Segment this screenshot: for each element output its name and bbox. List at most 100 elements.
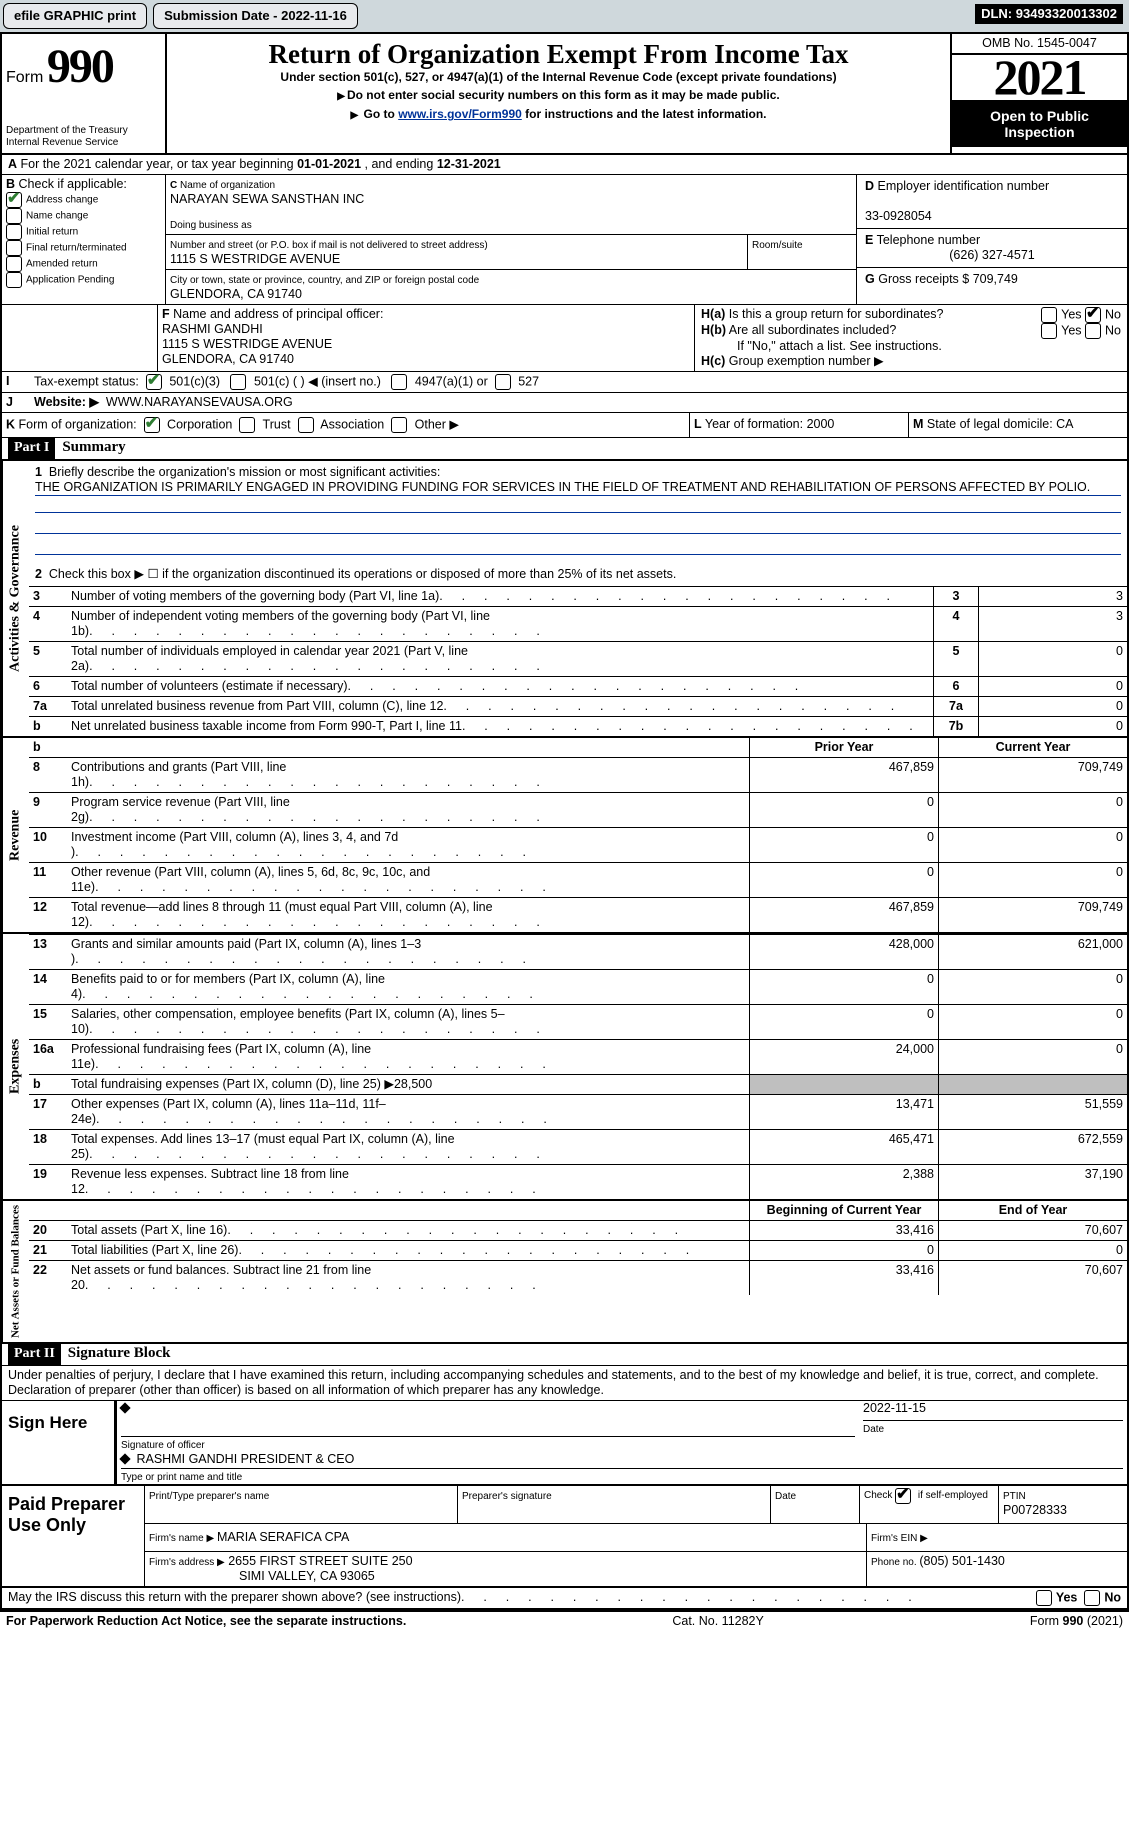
- part2-header: Part II Signature Block: [2, 1344, 1127, 1366]
- domicile-label: State of legal domicile:: [927, 417, 1056, 431]
- gov-lines-table: 3 Number of voting members of the govern…: [29, 586, 1127, 736]
- prep-name-label: Print/Type preparer's name: [149, 1491, 269, 1502]
- efile-top-bar: efile GRAPHIC print Submission Date - 20…: [0, 0, 1129, 34]
- part2-tag: Part II: [8, 1344, 61, 1365]
- officer-name: RASHMI GANDHI: [162, 322, 263, 336]
- website-row: J Website: ▶ WWW.NARAYANSEVAUSA.ORG: [2, 393, 1127, 413]
- hb-no-check[interactable]: [1085, 323, 1101, 339]
- city-label: City or town, state or province, country…: [170, 275, 479, 286]
- boxb-check[interactable]: [6, 208, 22, 224]
- irs-link[interactable]: www.irs.gov/Form990: [398, 107, 522, 121]
- boxb-check[interactable]: [6, 192, 22, 208]
- boxb-items: Address changeName changeInitial returnF…: [6, 192, 161, 288]
- corp-check[interactable]: [144, 417, 160, 433]
- self-employed-check[interactable]: Check if self-employed: [864, 1490, 988, 1501]
- period-mid: , and ending: [365, 157, 437, 171]
- exp-lines-table: 13 Grants and similar amounts paid (Part…: [29, 934, 1127, 1199]
- mission-text: THE ORGANIZATION IS PRIMARILY ENGAGED IN…: [35, 480, 1121, 496]
- efile-print-button[interactable]: efile GRAPHIC print: [3, 3, 147, 29]
- entity-block: B Check if applicable: Address changeNam…: [2, 175, 1127, 305]
- phone-label: Telephone number: [877, 233, 981, 247]
- gross-value: 709,749: [973, 272, 1018, 286]
- mission-label: Briefly describe the organization's miss…: [49, 465, 440, 479]
- 4947-check[interactable]: [391, 374, 407, 390]
- firm-name-label: Firm's name ▶: [149, 1533, 217, 1544]
- assoc-check[interactable]: [298, 417, 314, 433]
- city: GLENDORA, CA 91740: [170, 287, 302, 301]
- form-foot: Form 990 (2021): [1030, 1614, 1123, 1629]
- discuss-no-check[interactable]: [1084, 1590, 1100, 1606]
- paid-label: Paid Preparer Use Only: [8, 1494, 125, 1536]
- hc-label: Group exemption number ▶: [729, 354, 884, 368]
- line2-text: Check this box ▶ ☐ if the organization d…: [49, 567, 676, 581]
- sig-officer-label: Signature of officer: [121, 1440, 205, 1451]
- net-header: Beginning of Current Year End of Year: [29, 1201, 1127, 1220]
- form-number: 990: [47, 40, 113, 93]
- vtab-expenses: Expenses: [2, 934, 29, 1199]
- footer-row: For Paperwork Reduction Act Notice, see …: [0, 1612, 1129, 1631]
- dln-value: 93493320013302: [1016, 6, 1117, 21]
- boxb-check[interactable]: [6, 224, 22, 240]
- ha-label: Is this a group return for subordinates?: [729, 307, 944, 321]
- dln-label: DLN:: [981, 6, 1016, 21]
- hb-yes-check[interactable]: [1041, 323, 1057, 339]
- dba-label: Doing business as: [170, 220, 252, 231]
- trust-check[interactable]: [239, 417, 255, 433]
- submission-date-pill: Submission Date - 2022-11-16: [153, 3, 358, 29]
- firm-addr-label: Firm's address ▶: [149, 1557, 225, 1568]
- website-label: Website: ▶: [34, 395, 99, 409]
- domicile: CA: [1056, 417, 1073, 431]
- firm-addr: 2655 FIRST STREET SUITE 250: [228, 1554, 412, 1568]
- prep-date-label: Date: [775, 1491, 796, 1502]
- 501c3-check[interactable]: [146, 374, 162, 390]
- firm-phone-label: Phone no.: [871, 1557, 919, 1568]
- gross-label: Gross receipts $: [878, 272, 972, 286]
- prior-year-label: Prior Year: [815, 740, 874, 754]
- form-word: Form: [6, 69, 43, 86]
- discuss-row: May the IRS discuss this return with the…: [2, 1588, 1127, 1610]
- hb-note: If "No," attach a list. See instructions…: [701, 339, 1121, 354]
- form-title: Return of Organization Exempt From Incom…: [175, 38, 942, 70]
- ha-no-check[interactable]: [1085, 307, 1101, 323]
- hb-label: Are all subordinates included?: [729, 323, 896, 337]
- website-value: WWW.NARAYANSEVAUSA.ORG: [106, 395, 293, 409]
- discuss-yes-check[interactable]: [1036, 1590, 1052, 1606]
- part2-title: Signature Block: [68, 1345, 171, 1361]
- dept-treasury: Department of the Treasury Internal Reve…: [6, 125, 161, 149]
- sign-here-label: Sign Here: [8, 1413, 87, 1432]
- ptin: P00728333: [1003, 1503, 1067, 1517]
- part1-header: Part I Summary: [2, 438, 1127, 461]
- sign-here-block: Sign Here Signature of officer 2022-11-1…: [2, 1401, 1127, 1486]
- tax-status-label: Tax-exempt status:: [34, 374, 139, 388]
- officer-label: Name and address of principal officer:: [173, 307, 383, 321]
- part1-tag: Part I: [8, 438, 55, 459]
- org-form-row: K Form of organization: Corporation Trus…: [2, 413, 1127, 438]
- sig-date: 2022-11-15: [863, 1401, 926, 1415]
- year-formation-label: Year of formation:: [705, 417, 807, 431]
- ha-yes-check[interactable]: [1041, 307, 1057, 323]
- rev-lines-table: 8 Contributions and grants (Part VIII, l…: [29, 757, 1127, 932]
- submission-label: Submission Date -: [164, 8, 281, 23]
- phone: (626) 327-4571: [949, 248, 1034, 262]
- boxb-label: Check if applicable:: [19, 177, 127, 191]
- boxb-check[interactable]: [6, 240, 22, 256]
- firm-city: SIMI VALLEY, CA 93065: [149, 1569, 375, 1583]
- other-check[interactable]: [391, 417, 407, 433]
- prep-sig-label: Preparer's signature: [462, 1491, 552, 1502]
- org-name: NARAYAN SEWA SANSTHAN INC: [170, 192, 364, 206]
- year-formation: 2000: [807, 417, 835, 431]
- dln-badge: DLN: 93493320013302: [975, 4, 1123, 24]
- period-pre: For the 2021 calendar year, or tax year …: [21, 157, 298, 171]
- tax-year: 2021: [952, 55, 1127, 102]
- boxb-check[interactable]: [6, 256, 22, 272]
- officer-street: 1115 S WESTRIDGE AVENUE: [162, 337, 332, 351]
- name-title-label: Type or print name and title: [121, 1472, 242, 1483]
- 501c-check[interactable]: [230, 374, 246, 390]
- formorg-label: Form of organization:: [19, 417, 137, 431]
- ein: 33-0928054: [865, 209, 932, 223]
- form-header: Form 990 Department of the Treasury Inte…: [2, 34, 1127, 156]
- boxb-check[interactable]: [6, 272, 22, 288]
- officer-city: GLENDORA, CA 91740: [162, 352, 294, 366]
- vtab-governance: Activities & Governance: [2, 461, 29, 736]
- 527-check[interactable]: [495, 374, 511, 390]
